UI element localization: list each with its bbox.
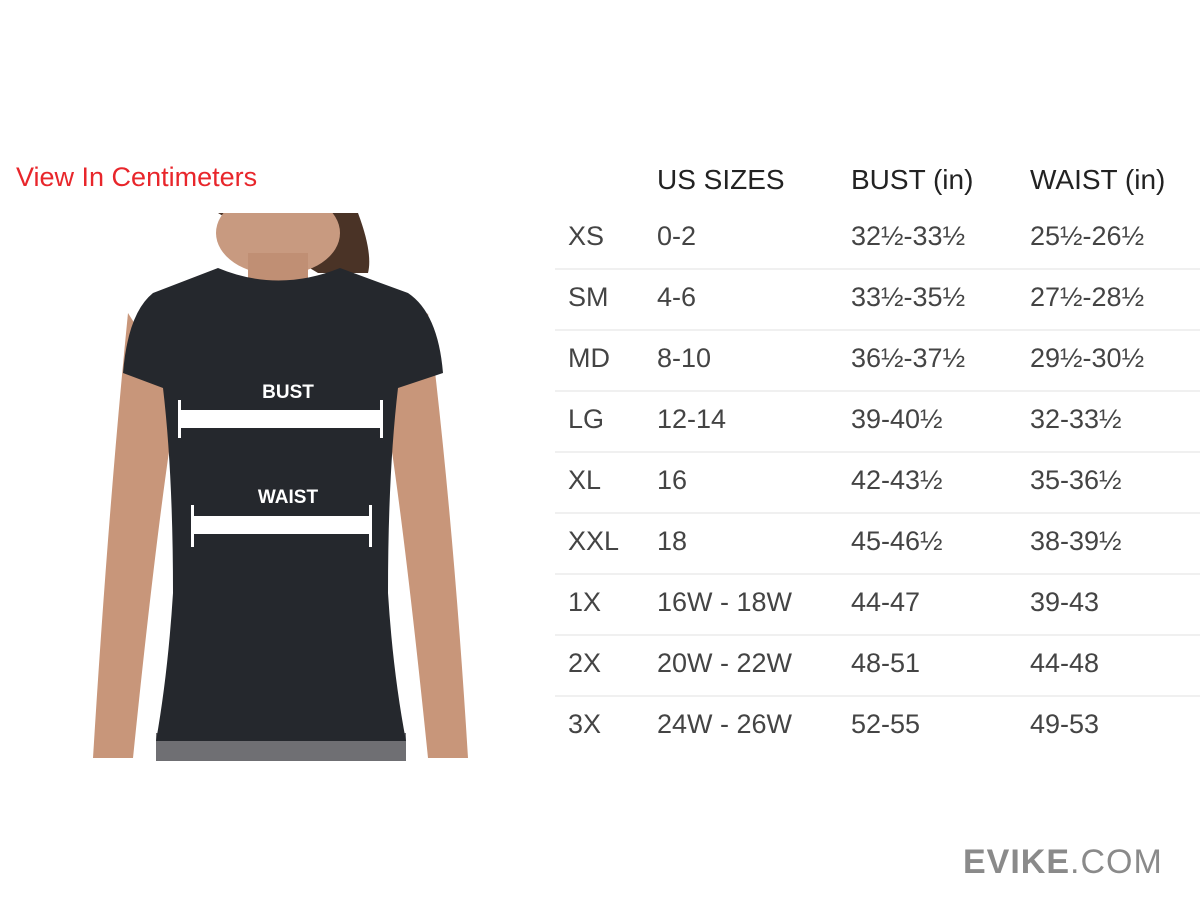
waist-cell: 39-43 — [1030, 587, 1100, 617]
us-size-cell: 4-6 — [657, 282, 697, 312]
size-cell: XXL — [568, 526, 620, 556]
row-divider — [555, 695, 1200, 697]
row-divider — [555, 451, 1200, 453]
us-size-cell: 20W - 22W — [657, 648, 793, 678]
size-cell: SM — [568, 282, 609, 312]
table-row: XS 0-2 32½-33½ 25½-26½ — [555, 209, 1200, 270]
header-bust: BUST (in) — [851, 164, 974, 195]
table-row: SM 4-6 33½-35½ 27½-28½ — [555, 270, 1200, 331]
waist-cell: 49-53 — [1030, 709, 1100, 739]
table-row: 3X 24W - 26W 52-55 49-53 — [555, 697, 1200, 758]
bust-cell: 36½-37½ — [851, 343, 966, 373]
size-cell: 3X — [568, 709, 602, 739]
waist-cell: 29½-30½ — [1030, 343, 1145, 373]
bust-cell: 32½-33½ — [851, 221, 966, 251]
table-row: XL 16 42-43½ 35-36½ — [555, 453, 1200, 514]
table-row: XXL 18 45-46½ 38-39½ — [555, 514, 1200, 575]
row-divider — [555, 573, 1200, 575]
waist-cell: 38-39½ — [1030, 526, 1122, 556]
size-cell: MD — [568, 343, 610, 373]
row-divider — [555, 329, 1200, 331]
header-us-sizes: US SIZES — [657, 164, 785, 195]
table-row: LG 12-14 39-40½ 32-33½ — [555, 392, 1200, 453]
bust-cell: 42-43½ — [851, 465, 943, 495]
us-size-cell: 12-14 — [657, 404, 727, 434]
view-in-centimeters-link[interactable]: View In Centimeters — [16, 162, 258, 192]
waist-cell: 25½-26½ — [1030, 221, 1145, 251]
bust-cell: 39-40½ — [851, 404, 943, 434]
us-size-cell: 8-10 — [657, 343, 712, 373]
size-cell: 1X — [568, 587, 602, 617]
waist-cell: 32-33½ — [1030, 404, 1122, 434]
model-shirt-illustration: BUST WAIST — [88, 191, 472, 761]
waist-label: WAIST — [258, 487, 319, 508]
us-size-cell: 16 — [657, 465, 688, 495]
us-size-cell: 18 — [657, 526, 688, 556]
us-size-cell: 16W - 18W — [657, 587, 793, 617]
row-divider — [555, 390, 1200, 392]
table-row: 2X 20W - 22W 48-51 44-48 — [555, 636, 1200, 697]
us-size-cell: 24W - 26W — [657, 709, 793, 739]
row-divider — [555, 268, 1200, 270]
bust-cell: 33½-35½ — [851, 282, 966, 312]
bust-cell: 48-51 — [851, 648, 921, 678]
size-cell: XL — [568, 465, 602, 495]
us-size-cell: 0-2 — [657, 221, 697, 251]
waist-cell: 27½-28½ — [1030, 282, 1145, 312]
size-cell: LG — [568, 404, 605, 434]
table-row: 1X 16W - 18W 44-47 39-43 — [555, 575, 1200, 636]
evike-logo: EVIKE.COM — [963, 843, 1163, 881]
bust-cell: 52-55 — [851, 709, 921, 739]
row-divider — [555, 512, 1200, 514]
size-cell: 2X — [568, 648, 602, 678]
row-divider — [555, 634, 1200, 636]
size-cell: XS — [568, 221, 605, 251]
bust-label: BUST — [262, 382, 314, 403]
bust-cell: 44-47 — [851, 587, 921, 617]
waist-cell: 35-36½ — [1030, 465, 1122, 495]
header-waist: WAIST (in) — [1030, 164, 1166, 195]
bust-cell: 45-46½ — [851, 526, 943, 556]
waist-cell: 44-48 — [1030, 648, 1100, 678]
table-row: MD 8-10 36½-37½ 29½-30½ — [555, 331, 1200, 392]
